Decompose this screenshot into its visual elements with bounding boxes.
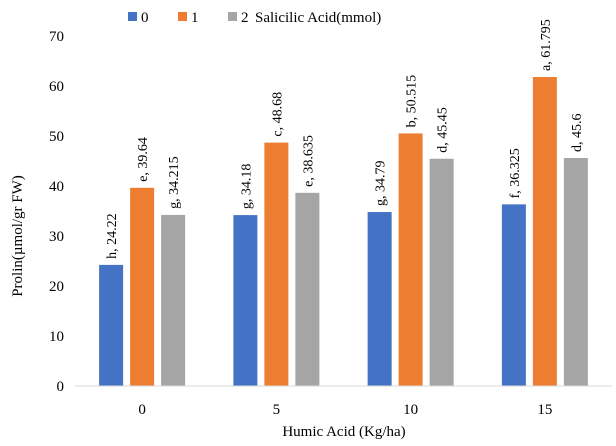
bar-series-2-5	[295, 192, 320, 386]
data-label: g, 34.18	[239, 164, 254, 210]
legend-title: Salicilic Acid(mmol)	[255, 10, 381, 26]
data-labels: h, 24.22 e, 39.64 g, 34.215 g, 34.18 c, 48.6…	[105, 19, 585, 259]
data-label: e, 38.635	[301, 135, 316, 187]
x-tick-label: 5	[273, 402, 281, 418]
bar-series-1-15	[532, 77, 557, 387]
y-tick-label: 20	[49, 279, 64, 295]
bar-series-1-0	[130, 187, 155, 386]
bar-series-2-0	[161, 214, 186, 386]
y-tick-label: 30	[49, 229, 64, 245]
y-axis: 0 10 20 30 40 50 60 70	[49, 29, 64, 395]
legend-label-2: 2	[241, 10, 249, 26]
x-tick-label: 15	[537, 402, 552, 418]
bar-series-0-5	[233, 215, 258, 386]
data-label: h, 24.22	[105, 213, 120, 259]
bar-series-0-15	[501, 204, 526, 386]
bars	[99, 77, 588, 387]
data-label: a, 61.795	[539, 19, 554, 71]
y-tick-label: 60	[49, 79, 64, 95]
y-tick-label: 70	[49, 29, 64, 45]
legend-label-1: 1	[191, 10, 199, 26]
legend-label-0: 0	[141, 10, 149, 26]
data-label: g, 34.79	[374, 161, 389, 207]
data-label: d, 45.45	[436, 107, 451, 153]
bar-series-0-10	[367, 212, 392, 386]
y-tick-label: 0	[57, 379, 65, 395]
bar-series-1-10	[398, 133, 423, 386]
bar-series-2-10	[429, 158, 454, 386]
y-axis-title: Prolin(µmol/gr FW)	[10, 175, 26, 297]
y-tick-label: 10	[49, 329, 64, 345]
y-tick-label: 50	[49, 129, 64, 145]
legend-swatch-0	[128, 12, 137, 21]
data-label: d, 45.6	[570, 114, 585, 153]
x-tick-label: 0	[138, 402, 146, 418]
bar-series-0-0	[99, 264, 124, 386]
x-axis-title: Humic Acid (Kg/ha)	[282, 424, 405, 440]
data-label: e, 39.64	[136, 137, 151, 182]
x-tick-label: 10	[403, 402, 418, 418]
legend-swatch-1	[178, 12, 187, 21]
bar-series-1-5	[264, 142, 289, 386]
data-label: f, 36.325	[508, 148, 523, 198]
legend-swatch-2	[228, 12, 237, 21]
data-label: c, 48.68	[270, 92, 285, 137]
legend: 0 1 2 Salicilic Acid(mmol)	[128, 10, 381, 26]
data-label: b, 50.515	[405, 75, 420, 128]
y-tick-label: 40	[49, 179, 64, 195]
bar-series-2-15	[563, 158, 588, 386]
x-axis: 0 5 10 15	[75, 385, 612, 418]
data-label: g, 34.215	[167, 156, 182, 209]
